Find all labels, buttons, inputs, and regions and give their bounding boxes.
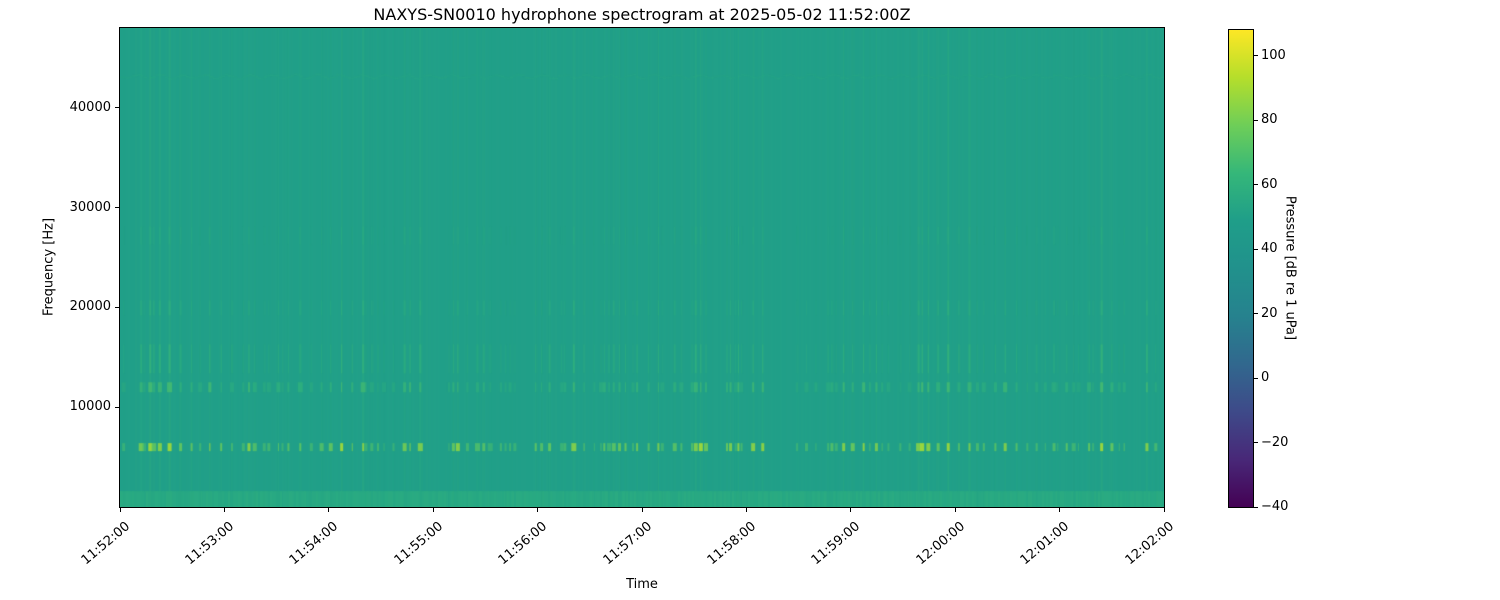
x-tick-mark xyxy=(223,508,225,512)
x-tick-label: 11:57:00 xyxy=(600,519,655,569)
x-tick-label: 11:55:00 xyxy=(391,519,446,569)
colorbar-tick-label: −20 xyxy=(1261,434,1289,450)
plot-area-border xyxy=(119,27,1165,508)
colorbar-tick-label: 100 xyxy=(1261,47,1286,63)
colorbar-gradient xyxy=(1229,30,1253,507)
x-tick-mark xyxy=(537,508,539,512)
x-tick-label: 11:58:00 xyxy=(704,519,760,569)
colorbar-tick-mark xyxy=(1254,119,1258,121)
x-tick-mark xyxy=(641,508,643,512)
x-tick-label: 11:59:00 xyxy=(809,519,864,569)
x-tick-label: 11:54:00 xyxy=(287,519,342,569)
colorbar-tick-mark xyxy=(1254,55,1258,57)
colorbar-tick-mark xyxy=(1254,506,1258,508)
x-tick-mark xyxy=(432,508,434,512)
colorbar-tick-label: 80 xyxy=(1261,112,1278,128)
colorbar-tick-mark xyxy=(1254,248,1258,250)
colorbar-tick-label: 60 xyxy=(1261,176,1278,192)
y-tick-mark xyxy=(115,107,119,109)
colorbar-tick-label: −40 xyxy=(1261,499,1289,514)
x-tick-mark xyxy=(328,508,330,512)
colorbar-tick-mark xyxy=(1254,442,1258,444)
x-tick-mark xyxy=(954,508,956,512)
colorbar-tick-mark xyxy=(1254,377,1258,379)
colorbar xyxy=(1228,29,1254,508)
x-tick-mark xyxy=(119,508,121,512)
colorbar-tick-mark xyxy=(1254,184,1258,186)
y-tick-mark xyxy=(115,207,119,209)
x-axis-label: Time xyxy=(626,577,658,592)
x-tick-mark xyxy=(850,508,852,512)
y-tick-label: 30000 xyxy=(69,199,111,215)
x-tick-mark xyxy=(1059,508,1061,512)
y-tick-mark xyxy=(115,306,119,308)
x-tick-mark xyxy=(745,508,747,512)
x-tick-mark xyxy=(1163,508,1165,512)
y-tick-label: 40000 xyxy=(69,99,111,115)
x-tick-label: 12:02:00 xyxy=(1122,519,1177,569)
x-tick-label: 12:00:00 xyxy=(913,519,968,569)
y-tick-label: 10000 xyxy=(69,399,111,415)
y-tick-mark xyxy=(115,406,119,408)
chart-title: NAXYS-SN0010 hydrophone spectrogram at 2… xyxy=(373,5,911,24)
x-tick-label: 11:52:00 xyxy=(78,519,133,569)
colorbar-tick-label: 20 xyxy=(1261,305,1278,321)
colorbar-tick-mark xyxy=(1254,313,1258,315)
y-tick-label: 20000 xyxy=(69,299,111,315)
colorbar-label: Pressure [dB re 1 uPa] xyxy=(1282,195,1298,341)
spectrogram-canvas xyxy=(120,28,1164,507)
x-tick-label: 11:56:00 xyxy=(495,519,551,569)
colorbar-tick-label: 40 xyxy=(1261,241,1278,257)
colorbar-tick-label: 0 xyxy=(1261,370,1270,386)
x-tick-label: 12:01:00 xyxy=(1017,519,1073,569)
x-tick-label: 11:53:00 xyxy=(182,519,238,569)
